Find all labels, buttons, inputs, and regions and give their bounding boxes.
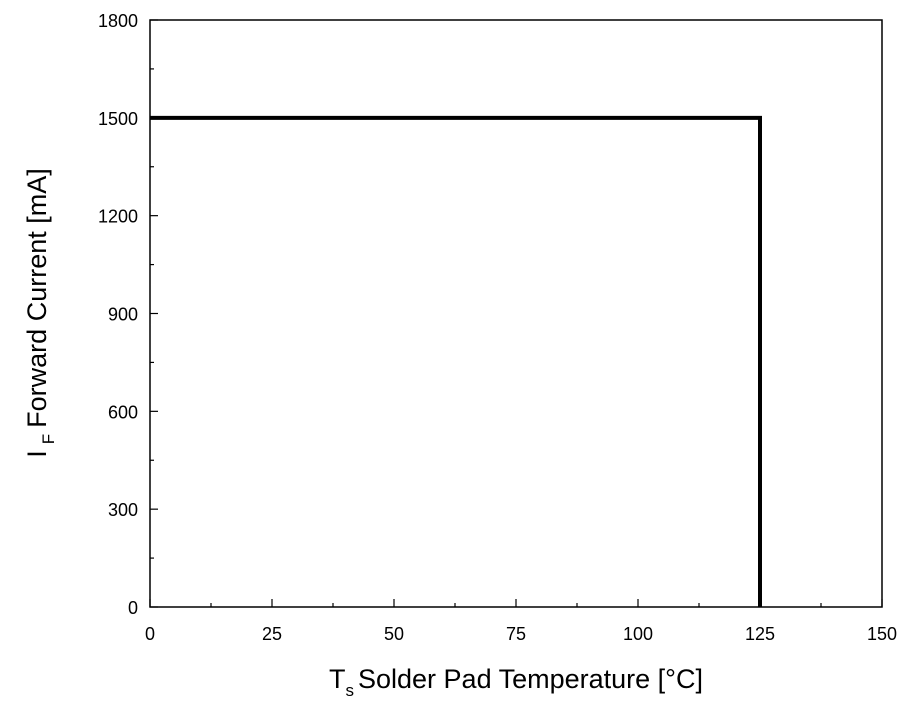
y-label-rest: Forward Current [mA] [22,168,52,428]
plot-frame [149,19,883,608]
x-label-main: T [329,664,346,694]
x-tick-label: 0 [145,624,155,644]
x-tick-label: 75 [506,624,526,644]
y-tick-label: 300 [108,500,138,520]
y-tick-label: 600 [108,402,138,422]
x-tick-label: 50 [384,624,404,644]
y-label-main: I [22,450,52,458]
x-tick-label: 25 [262,624,282,644]
y-tick-label: 900 [108,305,138,325]
y-axis-label: IF Forward Current [mA] [22,168,58,457]
x-label-sub: s [346,681,355,700]
y-tick-label: 1200 [98,207,138,227]
y-tick-label: 1800 [98,11,138,31]
x-tick-label: 125 [745,624,775,644]
x-label-rest: Solder Pad Temperature [°C] [358,664,703,694]
x-tick-label: 100 [623,624,653,644]
y-tick-label: 0 [128,598,138,618]
x-axis-label: Ts Solder Pad Temperature [°C] [329,664,703,700]
x-tick-label: 150 [867,624,897,644]
data-line [150,115,762,607]
y-label-sub: F [39,434,58,444]
y-tick-label: 1500 [98,109,138,129]
